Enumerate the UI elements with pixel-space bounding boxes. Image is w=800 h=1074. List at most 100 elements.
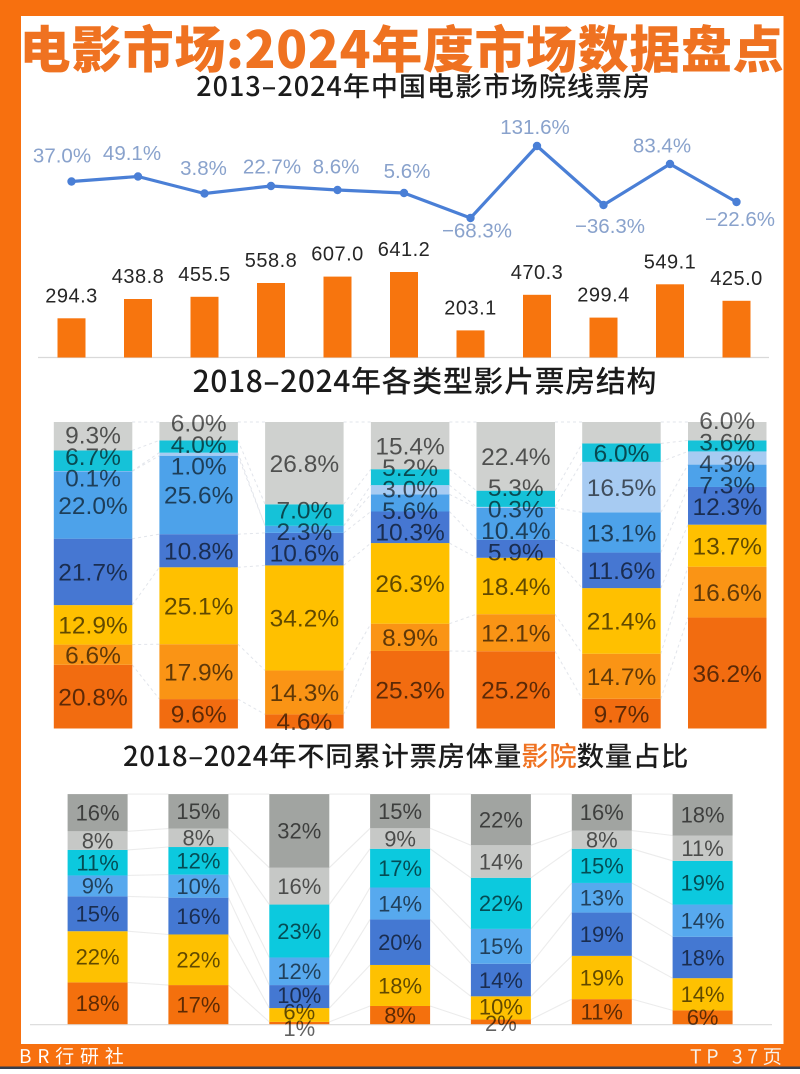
svg-text:22.7%: 22.7%: [243, 156, 301, 179]
svg-text:19%: 19%: [580, 922, 624, 947]
svg-text:36.2%: 36.2%: [692, 661, 761, 688]
svg-text:22%: 22%: [76, 945, 120, 970]
svg-text:16.5%: 16.5%: [587, 475, 656, 502]
svg-text:18%: 18%: [76, 991, 120, 1016]
svg-text:6%: 6%: [687, 1005, 719, 1030]
svg-text:438.8: 438.8: [112, 266, 165, 288]
svg-text:12.1%: 12.1%: [481, 621, 550, 648]
svg-text:11%: 11%: [681, 836, 723, 861]
svg-text:22.0%: 22.0%: [58, 493, 127, 520]
svg-text:22%: 22%: [176, 948, 220, 973]
svg-text:10%: 10%: [176, 874, 220, 899]
svg-text:25.6%: 25.6%: [164, 483, 233, 510]
svg-text:22%: 22%: [479, 808, 523, 833]
svg-text:32%: 32%: [277, 819, 321, 844]
svg-text:12%: 12%: [277, 959, 321, 984]
svg-text:21.4%: 21.4%: [587, 609, 656, 636]
svg-text:9%: 9%: [384, 826, 416, 851]
svg-text:641.2: 641.2: [378, 239, 431, 261]
svg-text:16%: 16%: [580, 800, 624, 825]
svg-text:5.6%: 5.6%: [384, 160, 431, 183]
svg-text:10.3%: 10.3%: [375, 519, 444, 546]
svg-text:14%: 14%: [479, 849, 523, 874]
svg-text:22%: 22%: [479, 891, 523, 916]
svg-text:3.8%: 3.8%: [180, 157, 227, 180]
svg-text:18.4%: 18.4%: [481, 574, 550, 601]
svg-text:14%: 14%: [681, 982, 725, 1007]
svg-text:16.6%: 16.6%: [692, 580, 761, 607]
svg-text:23%: 23%: [277, 919, 321, 944]
svg-text:14.3%: 14.3%: [270, 680, 339, 707]
svg-text:15%: 15%: [76, 902, 120, 927]
svg-text:49.1%: 49.1%: [103, 142, 161, 165]
svg-text:17%: 17%: [176, 992, 220, 1017]
svg-text:18%: 18%: [378, 973, 422, 998]
svg-text:10.6%: 10.6%: [270, 541, 339, 568]
svg-text:2%: 2%: [485, 1011, 517, 1036]
svg-text:4.6%: 4.6%: [276, 709, 332, 736]
svg-text:14%: 14%: [479, 968, 523, 993]
svg-text:19%: 19%: [681, 871, 725, 896]
svg-text:13%: 13%: [580, 886, 624, 911]
svg-text:549.1: 549.1: [644, 251, 697, 273]
svg-text:294.3: 294.3: [45, 285, 98, 307]
svg-text:34.2%: 34.2%: [270, 606, 339, 633]
svg-text:−68.3%: −68.3%: [442, 220, 512, 243]
svg-text:15%: 15%: [176, 799, 220, 824]
svg-text:1.0%: 1.0%: [171, 453, 227, 480]
svg-text:558.8: 558.8: [245, 250, 298, 272]
svg-text:19%: 19%: [580, 965, 624, 990]
svg-text:299.4: 299.4: [577, 285, 630, 307]
svg-text:22.4%: 22.4%: [481, 444, 550, 471]
svg-text:13.1%: 13.1%: [587, 520, 656, 547]
svg-text:18%: 18%: [681, 945, 725, 970]
svg-text:10.8%: 10.8%: [164, 539, 233, 566]
svg-text:6.6%: 6.6%: [65, 643, 121, 670]
svg-text:5.9%: 5.9%: [488, 540, 544, 567]
svg-text:26.3%: 26.3%: [375, 571, 444, 598]
svg-text:607.0: 607.0: [311, 244, 364, 266]
svg-text:16%: 16%: [277, 874, 321, 899]
svg-text:21.7%: 21.7%: [58, 560, 127, 587]
svg-text:12.9%: 12.9%: [58, 613, 127, 640]
svg-text:131.6%: 131.6%: [500, 116, 570, 139]
svg-text:1%: 1%: [283, 1016, 315, 1041]
svg-text:13.7%: 13.7%: [692, 534, 761, 561]
svg-text:12%: 12%: [176, 849, 220, 874]
svg-text:9.7%: 9.7%: [594, 701, 650, 728]
svg-text:8%: 8%: [384, 1003, 416, 1028]
svg-text:11%: 11%: [76, 851, 118, 876]
svg-text:425.0: 425.0: [710, 268, 763, 290]
svg-text:25.2%: 25.2%: [481, 678, 550, 705]
svg-text:17.9%: 17.9%: [164, 659, 233, 686]
svg-text:6.0%: 6.0%: [594, 441, 650, 468]
svg-text:16%: 16%: [76, 801, 120, 826]
svg-text:15%: 15%: [378, 799, 422, 824]
svg-text:9.6%: 9.6%: [171, 702, 227, 729]
svg-text:14%: 14%: [378, 891, 422, 916]
svg-text:18%: 18%: [681, 803, 725, 828]
svg-text:11%: 11%: [581, 1000, 623, 1025]
svg-text:8%: 8%: [586, 828, 618, 853]
svg-text:455.5: 455.5: [178, 264, 231, 286]
svg-text:20.8%: 20.8%: [58, 685, 127, 712]
svg-text:0.1%: 0.1%: [65, 465, 121, 492]
svg-text:11.6%: 11.6%: [588, 558, 656, 585]
svg-text:15%: 15%: [479, 934, 523, 959]
svg-text:17%: 17%: [378, 856, 422, 881]
svg-text:470.3: 470.3: [511, 262, 564, 284]
svg-text:9%: 9%: [82, 874, 114, 899]
svg-text:203.1: 203.1: [444, 297, 497, 319]
svg-text:8.6%: 8.6%: [313, 156, 360, 179]
svg-text:25.3%: 25.3%: [375, 678, 444, 705]
svg-text:83.4%: 83.4%: [633, 135, 691, 158]
svg-text:8%: 8%: [183, 826, 215, 851]
svg-text:−22.6%: −22.6%: [705, 208, 775, 231]
svg-text:20%: 20%: [378, 930, 422, 955]
svg-text:−36.3%: −36.3%: [575, 215, 645, 238]
svg-text:14%: 14%: [681, 909, 725, 934]
svg-text:16%: 16%: [176, 904, 220, 929]
svg-text:12.3%: 12.3%: [692, 494, 761, 521]
svg-text:8.9%: 8.9%: [382, 625, 438, 652]
svg-text:14.7%: 14.7%: [587, 664, 656, 691]
